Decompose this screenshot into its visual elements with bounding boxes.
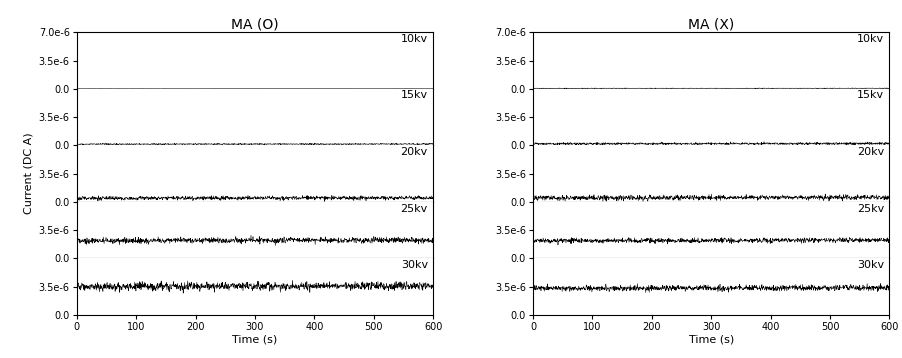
Text: 25kv: 25kv (400, 204, 428, 214)
Text: 30kv: 30kv (400, 260, 428, 270)
Title: MA (O): MA (O) (231, 17, 279, 31)
Text: 30kv: 30kv (856, 260, 883, 270)
Text: 10kv: 10kv (856, 34, 883, 44)
X-axis label: Time (s): Time (s) (232, 335, 277, 345)
Text: 20kv: 20kv (856, 147, 883, 157)
Y-axis label: Current (DC A): Current (DC A) (23, 133, 33, 214)
X-axis label: Time (s): Time (s) (688, 335, 733, 345)
Text: 15kv: 15kv (400, 91, 428, 101)
Text: 20kv: 20kv (400, 147, 428, 157)
Title: MA (X): MA (X) (687, 17, 733, 31)
Text: 15kv: 15kv (856, 91, 883, 101)
Text: 25kv: 25kv (856, 204, 883, 214)
Text: 10kv: 10kv (400, 34, 428, 44)
